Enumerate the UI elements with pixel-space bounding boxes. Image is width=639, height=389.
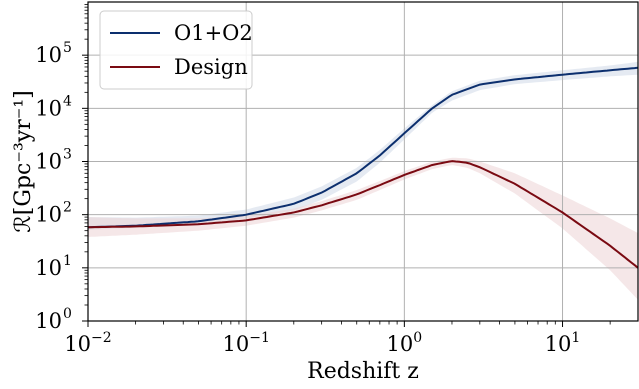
y-tick-exponent: 5 [63, 40, 72, 56]
y-tick-exponent: 1 [63, 253, 72, 269]
x-tick-label: 10−1 [222, 330, 269, 356]
y-tick-exponent: 4 [63, 93, 72, 109]
legend-box [99, 10, 253, 90]
y-tick-exponent: 3 [63, 147, 72, 163]
legend-label-design: Design [174, 55, 248, 79]
x-axis-label: Redshift z [307, 359, 419, 384]
grid-lines [88, 2, 638, 321]
series-lines [87, 66, 639, 269]
y-tick-label: 10 [35, 309, 62, 333]
x-tick-label: 10−2 [64, 330, 111, 356]
y-tick-label: 10 [35, 256, 62, 280]
y-tick-label: 10 [35, 43, 62, 67]
y-tick-label: 10 [35, 150, 62, 174]
legend-label-o1o2: O1+O2 [174, 21, 253, 45]
y-axis-label: ℛ[Gpc⁻³yr⁻¹] [11, 90, 36, 233]
series-band-design [88, 157, 638, 300]
series-line-design [88, 160, 639, 269]
uncertainty-bands [88, 61, 638, 300]
y-tick-exponent: 0 [63, 306, 72, 322]
legend: O1+O2 Design [99, 10, 253, 90]
x-tick-label: 100 [387, 330, 423, 356]
x-tick-label: 101 [545, 330, 581, 356]
x-axis-ticks: 10−2 10−1 100 101 [64, 321, 611, 356]
y-tick-label: 10 [35, 203, 62, 227]
y-tick-label: 10 [35, 96, 62, 120]
series-line-o1o2 [87, 66, 639, 229]
y-tick-exponent: 2 [63, 200, 72, 216]
